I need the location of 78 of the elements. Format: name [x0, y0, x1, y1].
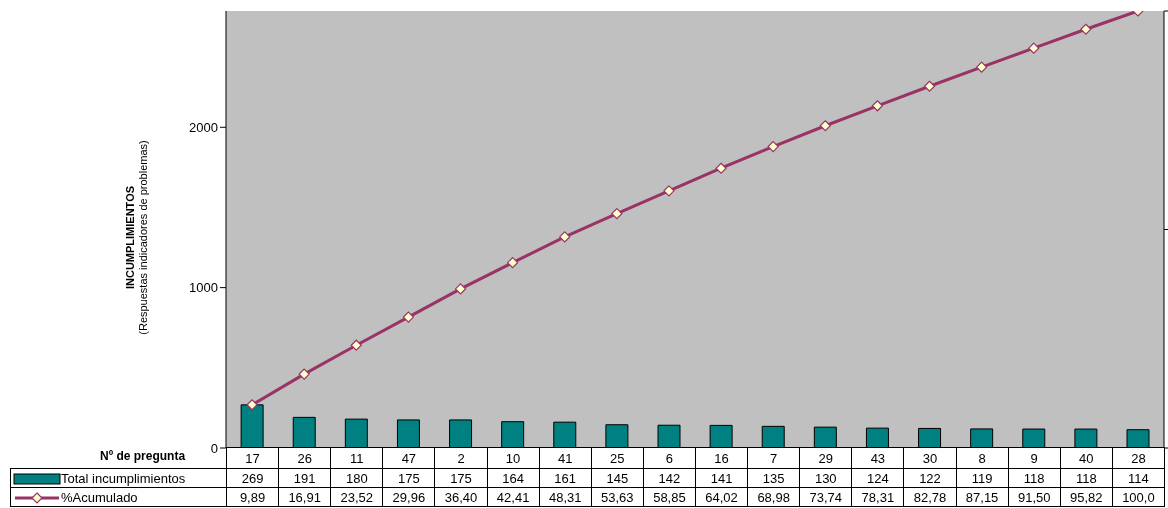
data-label: 175 [434, 468, 488, 488]
x-tick-label: 7 [747, 447, 800, 469]
data-label: 100,0 [1112, 487, 1165, 507]
data-label: 118 [1060, 468, 1113, 488]
data-label: 130 [799, 468, 852, 488]
point [663, 185, 675, 197]
x-tick-label: 11 [330, 447, 383, 469]
y-tick-label: 2000 [189, 119, 218, 135]
data-label: 142 [643, 468, 696, 488]
x-tick-label: 40 [1060, 447, 1113, 469]
data-label: 114 [1112, 468, 1165, 488]
data-label: 91,50 [1008, 487, 1061, 507]
point [350, 339, 362, 351]
y-tick-label: 0 [210, 440, 218, 456]
legend-label: %Acumulado [10, 487, 227, 507]
data-label: 58,85 [643, 487, 696, 507]
data-label: 122 [903, 468, 957, 488]
x-tick-label: 6 [643, 447, 696, 469]
data-label: 78,31 [851, 487, 904, 507]
data-label: 16,91 [278, 487, 331, 507]
x-tick-label: 17 [226, 447, 279, 469]
point [767, 140, 779, 153]
x-tick-label: 9 [1008, 447, 1061, 469]
data-label: 73,74 [799, 487, 852, 507]
data-label: 9,89 [226, 487, 279, 507]
x-tick-label: 2 [434, 447, 488, 469]
point [871, 100, 883, 112]
point [715, 162, 727, 174]
point [402, 311, 414, 323]
data-label: 87,15 [956, 487, 1009, 507]
point [298, 368, 310, 380]
point [507, 257, 519, 269]
data-label: 42,41 [487, 487, 540, 507]
point [1028, 42, 1040, 54]
data-label: 64,02 [695, 487, 748, 507]
data-label: 118 [1008, 468, 1061, 488]
x-tick-label: 47 [382, 447, 435, 469]
data-label: 191 [278, 468, 331, 488]
x-tick-label: 8 [956, 447, 1009, 469]
x-tick-label: 25 [591, 447, 644, 469]
x-tick-label: 26 [278, 447, 331, 469]
y-axis-title: INCUMPLIMIENTOS (Respuestas indicadores de problemas) [124, 140, 149, 335]
legend-label: Total incumplimientos [10, 468, 227, 488]
data-label: 175 [382, 468, 435, 488]
point [611, 208, 623, 220]
data-label: 23,52 [330, 487, 383, 507]
point [1080, 23, 1092, 35]
data-label: 161 [539, 468, 592, 488]
data-label: 141 [695, 468, 748, 488]
data-label: 145 [591, 468, 644, 488]
point [454, 283, 467, 295]
data-label: 68,98 [747, 487, 800, 507]
x-tick-label: 28 [1112, 447, 1165, 469]
point [559, 231, 571, 243]
data-label: 180 [330, 468, 383, 488]
x-tick-label: 10 [487, 447, 540, 469]
y-tick-label: 1000 [189, 280, 218, 296]
data-label: 119 [956, 468, 1009, 488]
x-tick-label: 43 [851, 447, 904, 469]
data-label: 36,40 [434, 487, 488, 507]
point [923, 80, 936, 92]
point [246, 399, 258, 411]
data-label: 29,96 [382, 487, 435, 507]
data-label: 135 [747, 468, 800, 488]
data-label: 95,82 [1060, 487, 1113, 507]
x-tick-label: 30 [903, 447, 957, 469]
point [976, 61, 988, 73]
point [819, 120, 831, 132]
data-label: 48,31 [539, 487, 592, 507]
data-label: 53,63 [591, 487, 644, 507]
x-tick-label: 41 [539, 447, 592, 469]
data-label: 269 [226, 468, 279, 488]
x-axis-title: Nº de pregunta [100, 449, 186, 463]
data-label: 124 [851, 468, 904, 488]
data-label: 164 [487, 468, 540, 488]
x-tick-label: 16 [695, 447, 748, 469]
x-tick-label: 29 [799, 447, 852, 469]
data-label: 82,78 [903, 487, 957, 507]
